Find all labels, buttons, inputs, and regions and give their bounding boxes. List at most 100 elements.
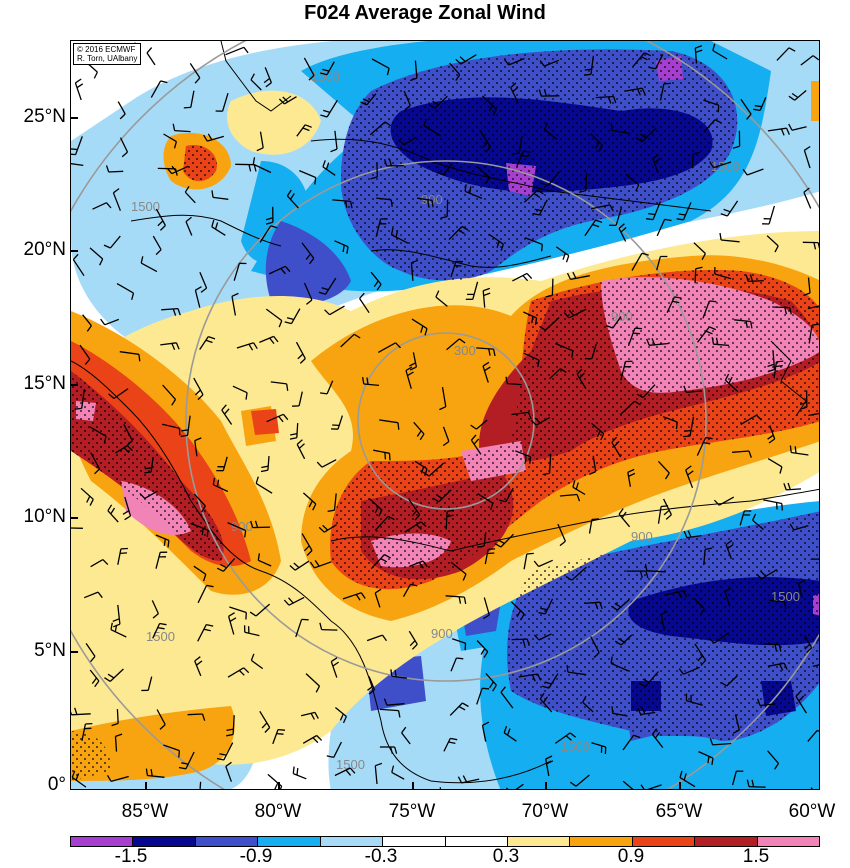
wind-barb [552, 279, 553, 296]
colorbar-label-0-9: 0.9 [601, 846, 661, 868]
wind-barb-flag [293, 767, 294, 774]
wind-barb-flag [776, 361, 783, 362]
y-tick [70, 517, 78, 519]
wind-barb [512, 639, 528, 640]
wind-barb-flag [572, 351, 573, 358]
wind-barb-flag [567, 665, 568, 672]
y-tick [70, 117, 78, 119]
x-label-65w: 65°W [639, 801, 719, 823]
wind-field-map: 300 900 900 900 900 900 1500 1500 1500 1… [71, 41, 820, 790]
wind-barb-flag [776, 366, 783, 367]
wind-barb [586, 173, 587, 191]
wind-barb-flag [777, 503, 778, 510]
colorbar-segment [196, 837, 258, 846]
wind-barb-flag [683, 436, 690, 437]
wind-barb-flag [145, 468, 152, 469]
wind-barb-flag [385, 452, 386, 459]
credit-box: © 2016 ECMWF R. Torn, UAlbany [73, 43, 141, 65]
x-label-80w: 80°W [238, 801, 318, 823]
wind-barb-flag [487, 553, 494, 554]
x-tick [412, 782, 414, 790]
wind-barb [117, 709, 118, 723]
x-label-70w: 70°W [505, 801, 585, 823]
wind-barb-flag [684, 431, 691, 432]
ring-label-900-se: 900 [631, 529, 653, 544]
wind-barb-flag [527, 553, 534, 554]
colorbar-segment [446, 837, 508, 846]
ring-label-1500-e: 1500 [771, 589, 800, 604]
wind-barb-flag [709, 301, 716, 302]
x-tick [278, 782, 280, 790]
colorbar-segment [695, 837, 757, 846]
wind-barb [695, 269, 696, 284]
wind-barb-flag [144, 472, 151, 473]
y-label-0: 0° [2, 774, 66, 796]
ring-label-900-w: 900 [231, 519, 253, 534]
wind-barb-flag [179, 751, 180, 758]
wind-barb-flag [612, 706, 613, 713]
wind-barb-flag [398, 423, 399, 430]
wind-barb-flag [428, 200, 429, 207]
credit-line-2: R. Torn, UAlbany [77, 54, 137, 63]
chart-title: F024 Average Zonal Wind [0, 2, 850, 25]
wind-barb-flag [661, 506, 668, 507]
y-label-10n: 10°N [2, 506, 66, 528]
wind-barb [749, 787, 766, 788]
wind-barb-flag [542, 244, 543, 251]
x-tick [545, 782, 547, 790]
colorbar-segment [258, 837, 320, 846]
colorbar-label-neg-0-9: -0.9 [226, 846, 286, 868]
wind-barb-flag [120, 553, 127, 554]
wind-barb-flag [790, 446, 791, 453]
wind-barb [772, 307, 790, 308]
wind-barb-flag [795, 446, 796, 453]
wind-barb-flag [75, 408, 82, 409]
colorbar-segment [633, 837, 695, 846]
wind-barb-flag [512, 153, 519, 154]
wind-barb [322, 630, 338, 631]
y-label-5n: 5°N [2, 640, 66, 662]
ring-label-300: 300 [454, 343, 476, 358]
wind-barb-flag [677, 422, 678, 429]
y-label-15n: 15°N [2, 373, 66, 395]
wind-barb-flag [782, 504, 783, 511]
ring-label-1500-n: 1500 [311, 69, 340, 84]
colorbar-segment [383, 837, 445, 846]
wind-barb-flag [488, 549, 495, 550]
colorbar-label-0-3: 0.3 [476, 846, 536, 868]
wind-barb-flag [432, 200, 433, 207]
colorbar-segment [71, 837, 133, 846]
wind-barb-flag [71, 154, 76, 155]
wind-barb-flag [184, 107, 191, 108]
wind-barb-flag [526, 455, 527, 462]
wind-barb-flag [482, 688, 489, 689]
wind-barb [748, 281, 764, 282]
ring-label-900-ne: 900 [611, 309, 633, 324]
y-label-25n: 25°N [2, 106, 66, 128]
wind-barb-flag [207, 530, 208, 537]
wind-barb-flag [611, 123, 612, 130]
wind-barb-flag [391, 669, 392, 676]
wind-barb [188, 714, 203, 715]
y-label-20n: 20°N [2, 239, 66, 261]
wind-barb-flag [648, 214, 655, 215]
wind-barb-flag [297, 768, 298, 775]
wind-barb-flag [202, 528, 203, 535]
wind-barb-flag [278, 730, 285, 731]
colorbar-segment [321, 837, 383, 846]
y-tick [70, 250, 78, 252]
ring-label-1500-nw: 1500 [131, 199, 160, 214]
wind-barb-flag [530, 457, 531, 464]
wind-barb [764, 644, 780, 645]
x-tick [145, 782, 147, 790]
wind-barb [109, 171, 124, 172]
wind-barb-flag [592, 519, 599, 520]
credit-line-1: © 2016 ECMWF [77, 45, 137, 54]
wind-barb-flag [633, 333, 640, 334]
ring-label-1500-sw: 1500 [146, 629, 175, 644]
ring-label-900-s: 900 [431, 626, 453, 641]
colorbar-label-neg-0-3: -0.3 [351, 846, 411, 868]
wind-barb-flag [812, 324, 819, 325]
x-label-75w: 75°W [372, 801, 452, 823]
wind-barb-flag [584, 74, 591, 75]
